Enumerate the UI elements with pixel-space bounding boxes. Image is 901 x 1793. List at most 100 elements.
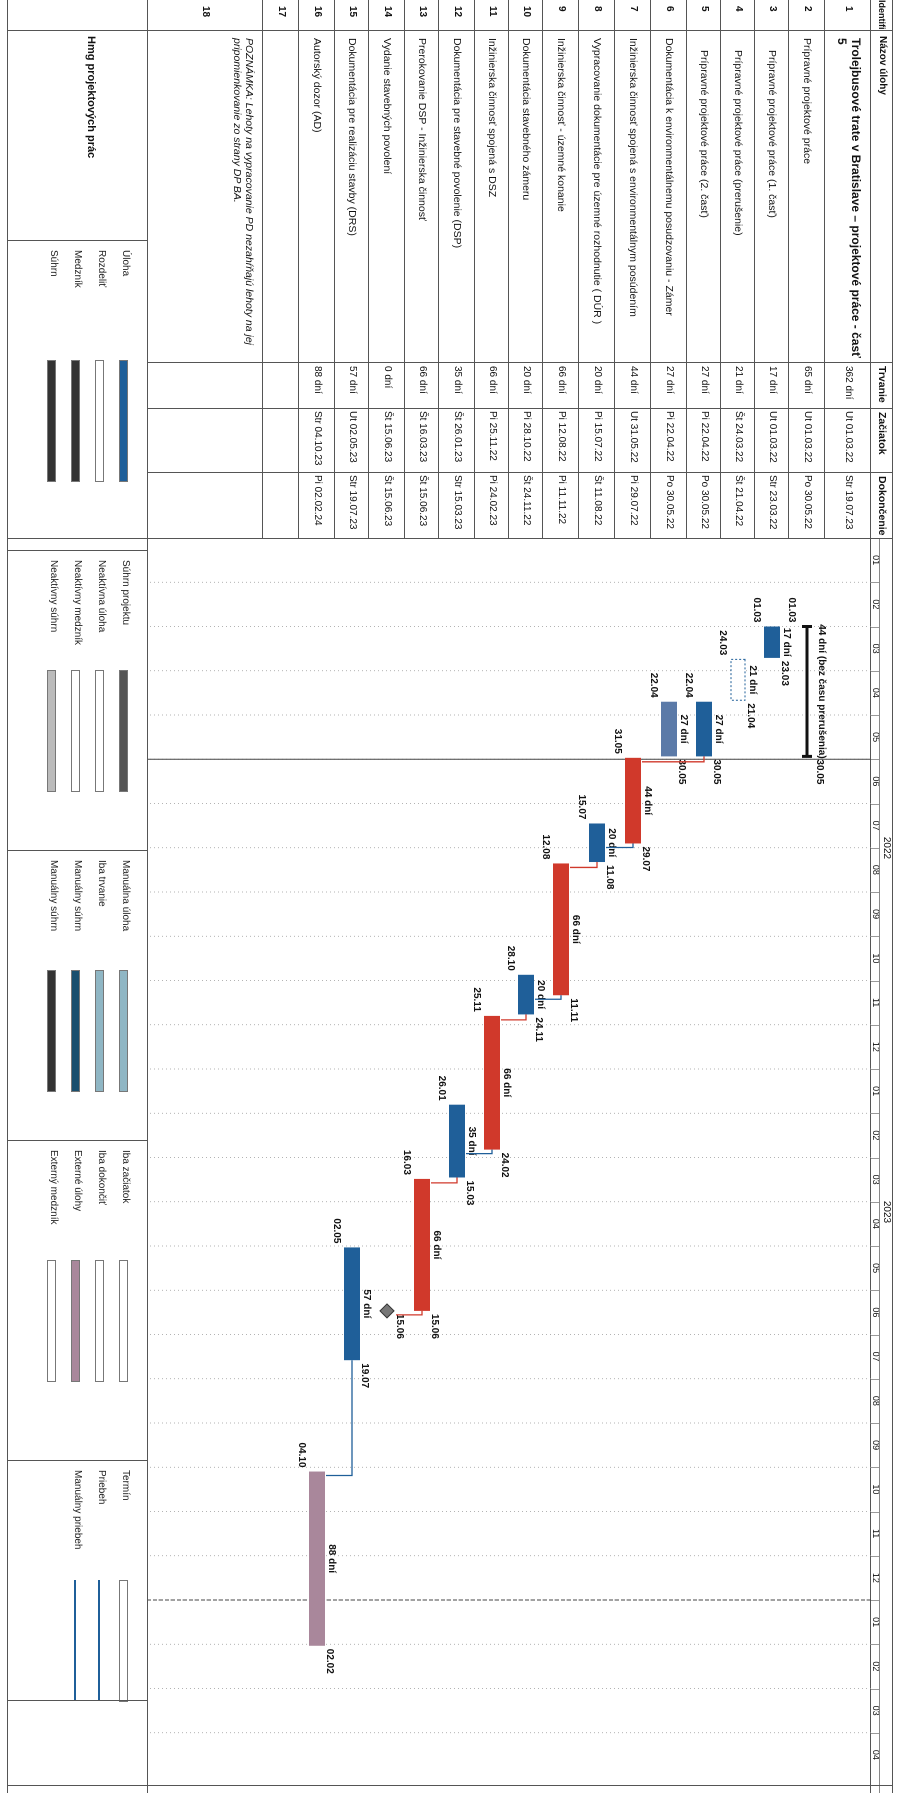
task-finish-label: 02.02: [324, 1649, 335, 1674]
legend-swatch: [47, 1260, 56, 1382]
task-duration: 21 dní: [732, 366, 744, 394]
task-finish-label: 24.11: [533, 1017, 544, 1042]
year-2023: 2023: [880, 1200, 892, 1224]
task-duration-label: 35 dní: [466, 1127, 477, 1157]
legend-item: Neaktívny medzník: [72, 560, 83, 646]
task-finish: Št 15.06.23: [381, 475, 393, 527]
task-name: Inžinierska činnosť spojená s DSZ: [486, 38, 499, 198]
dependency-arrow: [326, 1360, 353, 1477]
task-id: 13: [416, 6, 428, 18]
task-bar: [661, 701, 677, 757]
task-start-label: 31.05: [612, 729, 623, 754]
task-duration-label: 17 dní: [781, 628, 792, 658]
task-id: 4: [732, 6, 744, 12]
task-start: Pi 12.08.22: [555, 411, 567, 462]
task-duration-label: 57 dní: [361, 1289, 372, 1319]
legend-swatch: [119, 1260, 128, 1382]
task-finish: Št 11.08.22: [591, 475, 603, 526]
task-name: Inžinierska činnosť spojená s environmen…: [627, 38, 640, 317]
legend-swatch: [98, 1580, 100, 1700]
legend-swatch: [71, 360, 80, 482]
task-duration: 27 dní: [663, 366, 675, 394]
task-finish-label: 29.07: [640, 846, 651, 871]
task-start-label: 04.10: [296, 1443, 307, 1468]
task-start-label: 01.03: [751, 597, 762, 622]
dependency-arrow: [642, 756, 705, 763]
task-finish-label: 11.11: [568, 998, 579, 1022]
task-id: 16: [311, 6, 323, 18]
task-bar: [414, 1178, 430, 1311]
legend-swatch: [119, 670, 128, 792]
task-finish: Str 19.07.23: [346, 475, 358, 530]
task-duration-label: 88 dní: [326, 1544, 337, 1574]
task-start: Ut 02.05.23: [346, 411, 358, 463]
task-start: Str 04.10.23: [311, 411, 323, 466]
task-finish-label: 30.05: [676, 759, 687, 784]
task-name: Vypracovanie dokumentácie pre územné roz…: [591, 38, 604, 325]
task-name: Prerokovanie DSP - Inžinierska činnosť: [416, 38, 429, 221]
task-start: [148, 408, 263, 472]
task-name: [263, 30, 299, 362]
task-start-label: 26.01: [436, 1076, 447, 1101]
task-bar: [449, 1104, 465, 1178]
legend-item: Iba začiatok: [120, 1150, 131, 1204]
task-id: 6: [663, 6, 675, 12]
task-duration: 20 dní: [520, 366, 532, 394]
task-finish-label: 21.04: [745, 703, 756, 728]
task-start: [263, 408, 299, 472]
task-duration: 27 dní: [698, 366, 710, 394]
task-finish: Pi 11.11.22: [555, 475, 567, 525]
task-finish: Št 24.11.22: [520, 475, 532, 526]
task-name: Inžinierska činnosť - územné konanie: [555, 38, 568, 212]
task-id: 3: [766, 6, 778, 12]
task-id: 12: [451, 6, 463, 18]
task-start: Ut 01.03.22: [842, 411, 854, 463]
task-duration-label: 27 dní: [678, 715, 689, 745]
task-name: Autorský dozor (AD): [311, 38, 324, 133]
task-bar: [484, 1015, 500, 1150]
task-finish-label: 19.07: [359, 1363, 370, 1388]
task-start: Št 15.06.23: [381, 411, 393, 463]
task-name: Prípravné projektové práce: [801, 38, 814, 165]
col-header-duration: Trvanie: [876, 366, 889, 403]
task-id: 1: [842, 6, 854, 12]
legend-swatch: [71, 970, 80, 1092]
task-finish: Pi 29.07.22: [627, 475, 639, 526]
task-finish: Pi 02.02.24: [311, 475, 323, 526]
col-header-finish: Dokončenie: [876, 476, 889, 536]
legend-item: Úloha: [120, 250, 131, 277]
split-bar: [730, 658, 746, 701]
task-finish: Po 30.05.22: [801, 475, 813, 529]
legend-item: Manuálny súhrn: [72, 860, 83, 932]
legend-item: Manuálny priebeh: [72, 1470, 83, 1550]
col-header-name: Názov úlohy: [876, 36, 888, 95]
task-finish: Str 19.07.23: [842, 475, 854, 530]
task-finish: Po 30.05.22: [698, 475, 710, 529]
task-duration: 0 dní: [381, 366, 393, 389]
task-name: Dokumentácia k environmentálnemu posudzo…: [663, 38, 676, 316]
dependency-arrow: [606, 843, 634, 849]
col-header-start: Začiatok: [876, 412, 889, 455]
task-finish-label: 15.06: [394, 1314, 405, 1339]
dependency-arrow: [396, 1310, 423, 1316]
legend-item: Medzník: [72, 250, 83, 288]
task-duration: 20 dní: [591, 366, 603, 394]
task-finish: [263, 472, 299, 538]
task-duration-label: 44 dní: [642, 786, 653, 816]
task-finish-label: 15.06: [429, 1314, 440, 1339]
legend-item: Rozdeliť: [96, 250, 107, 288]
legend-swatch: [47, 360, 56, 482]
task-id: 11: [486, 6, 498, 17]
task-name: Prípravné projektové práce (2. časť): [698, 50, 711, 218]
task-id: 15: [346, 6, 358, 18]
dependency-arrow: [466, 1149, 493, 1155]
task-duration-label: 66 dní: [570, 915, 581, 945]
task-duration: 66 dní: [486, 366, 498, 394]
task-start: Št 16.03.23: [416, 411, 428, 463]
task-name: Dokumentácia pre stavebné povolenie (DSP…: [451, 38, 464, 249]
legend-item: Termín: [120, 1470, 131, 1501]
task-start: Pi 15.07.22: [591, 411, 603, 462]
task-name: Dokumentácia stavebného zámeru: [520, 38, 533, 201]
task-finish: Št 21.04.22: [732, 475, 744, 527]
task-bar: [589, 823, 605, 863]
